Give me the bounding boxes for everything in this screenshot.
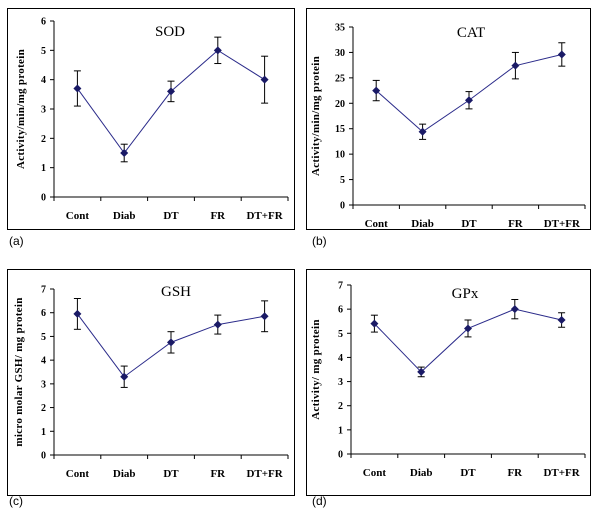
data-point-fr <box>213 320 222 329</box>
x-tick-label-dt: DT <box>163 468 179 480</box>
x-tick-label-cont: Cont <box>363 467 387 479</box>
data-point-diab <box>417 367 426 376</box>
y-axis-label: micro molar GSH/ mg protein <box>13 297 25 446</box>
y-tick-label: 4 <box>41 75 46 86</box>
y-tick-label: 30 <box>335 48 345 59</box>
data-point-fr <box>510 305 519 314</box>
panel-label-b: (b) <box>312 234 327 248</box>
y-tick-label: 25 <box>335 73 345 84</box>
y-tick-label: 6 <box>41 17 46 28</box>
y-tick-label: 1 <box>41 163 46 174</box>
y-tick-label: 5 <box>41 332 46 343</box>
x-tick-label-dt-fr: DT+FR <box>246 210 283 222</box>
y-tick-label: 0 <box>41 193 46 204</box>
x-tick-label-fr: FR <box>210 468 226 480</box>
data-point-dt-fr <box>260 75 269 84</box>
chart-title: CAT <box>457 25 485 41</box>
x-tick-label-cont: Cont <box>66 468 90 480</box>
y-tick-label: 4 <box>338 353 343 364</box>
x-tick-label-dt-fr: DT+FR <box>544 218 581 230</box>
y-tick-label: 15 <box>335 124 345 135</box>
y-tick-label: 5 <box>340 175 345 186</box>
data-point-diab <box>418 127 427 136</box>
y-tick-label: 2 <box>41 134 46 145</box>
cat-chart: 0 5 10 15 20 25 30 35 Cont Diab DT FR DT+FR CAT Activi… <box>310 23 586 230</box>
x-tick-label-dt: DT <box>163 210 179 222</box>
data-point-fr <box>213 46 222 55</box>
chart-title: GPx <box>452 286 479 302</box>
chart-panel-gpx: 0 1 2 3 4 5 6 7 Cont Diab DT FR DT+FR GPx Activity/ mg… <box>306 269 591 496</box>
y-tick-label: 1 <box>41 427 46 438</box>
sod-chart: 0 1 2 3 4 5 6 Cont Diab DT FR DT+FR SOD Activity/min/… <box>15 17 289 222</box>
data-point-cont <box>372 86 381 95</box>
y-tick-label: 5 <box>41 46 46 57</box>
y-tick-label: 1 <box>338 425 343 436</box>
chart-title: SOD <box>155 24 185 40</box>
x-tick-label-dt: DT <box>461 218 477 230</box>
y-tick-label: 3 <box>338 377 343 388</box>
panel-label-a: (a) <box>9 234 24 248</box>
data-point-cont <box>73 309 82 318</box>
y-tick-label: 4 <box>41 356 46 367</box>
data-point-dt-fr <box>557 316 566 325</box>
y-tick-label: 6 <box>338 305 343 316</box>
x-tick-label-diab: Diab <box>113 468 136 480</box>
y-tick-label: 2 <box>41 403 46 414</box>
data-point-dt <box>465 96 473 105</box>
data-point-fr <box>511 61 520 70</box>
y-axis-label: Activity/ mg protein <box>310 319 322 420</box>
data-point-dt <box>464 324 472 333</box>
chart-title: GSH <box>161 284 191 300</box>
data-point-diab <box>120 372 129 381</box>
y-tick-label: 3 <box>41 379 46 390</box>
chart-panel-cat: 0 5 10 15 20 25 30 35 Cont Diab DT FR DT+FR CAT Activi… <box>306 8 591 230</box>
y-tick-label: 3 <box>41 105 46 116</box>
x-tick-label-cont: Cont <box>66 210 90 222</box>
x-tick-label-fr: FR <box>507 467 523 479</box>
x-tick-label-dt-fr: DT+FR <box>543 467 580 479</box>
x-tick-label-cont: Cont <box>365 218 389 230</box>
y-tick-label: 20 <box>335 99 345 110</box>
x-tick-label-diab: Diab <box>410 467 433 479</box>
y-tick-label: 35 <box>335 23 345 34</box>
panel-label-d: (d) <box>312 494 327 508</box>
y-axis-label: Activity/min/mg protein <box>15 49 27 169</box>
x-tick-label-dt-fr: DT+FR <box>246 468 283 480</box>
gpx-chart: 0 1 2 3 4 5 6 7 Cont Diab DT FR DT+FR GPx Activity/ mg… <box>310 281 586 479</box>
y-tick-label: 7 <box>338 281 343 292</box>
data-point-dt-fr <box>557 50 566 59</box>
data-point-diab <box>120 149 129 157</box>
y-tick-label: 0 <box>41 451 46 462</box>
data-point-dt <box>167 338 175 347</box>
y-tick-label: 7 <box>41 285 46 296</box>
chart-panel-sod: 0 1 2 3 4 5 6 Cont Diab DT FR DT+FR SOD Activity/min/… <box>7 8 295 230</box>
series-line <box>374 308 562 373</box>
y-tick-label: 2 <box>338 401 343 412</box>
y-tick-label: 0 <box>340 201 345 212</box>
x-tick-label-fr: FR <box>508 218 524 230</box>
data-point-cont <box>73 84 82 93</box>
gsh-chart: 0 1 2 3 4 5 6 7 Cont Diab DT FR DT+FR GSH micro molar … <box>13 284 289 480</box>
data-point-dt <box>167 87 175 96</box>
x-tick-label-dt: DT <box>460 467 476 479</box>
y-tick-label: 10 <box>335 150 345 161</box>
panel-label-c: (c) <box>9 494 23 508</box>
y-tick-label: 0 <box>338 450 343 461</box>
y-tick-label: 5 <box>338 329 343 340</box>
data-point-cont <box>370 319 379 328</box>
x-tick-label-diab: Diab <box>411 218 434 230</box>
x-tick-label-fr: FR <box>210 210 226 222</box>
data-point-dt-fr <box>260 312 269 321</box>
y-axis-label: Activity/min/mg protein <box>310 56 322 176</box>
chart-panel-gsh: 0 1 2 3 4 5 6 7 Cont Diab DT FR DT+FR GSH micro molar … <box>7 269 295 496</box>
y-tick-label: 6 <box>41 308 46 319</box>
x-tick-label-diab: Diab <box>113 210 136 222</box>
